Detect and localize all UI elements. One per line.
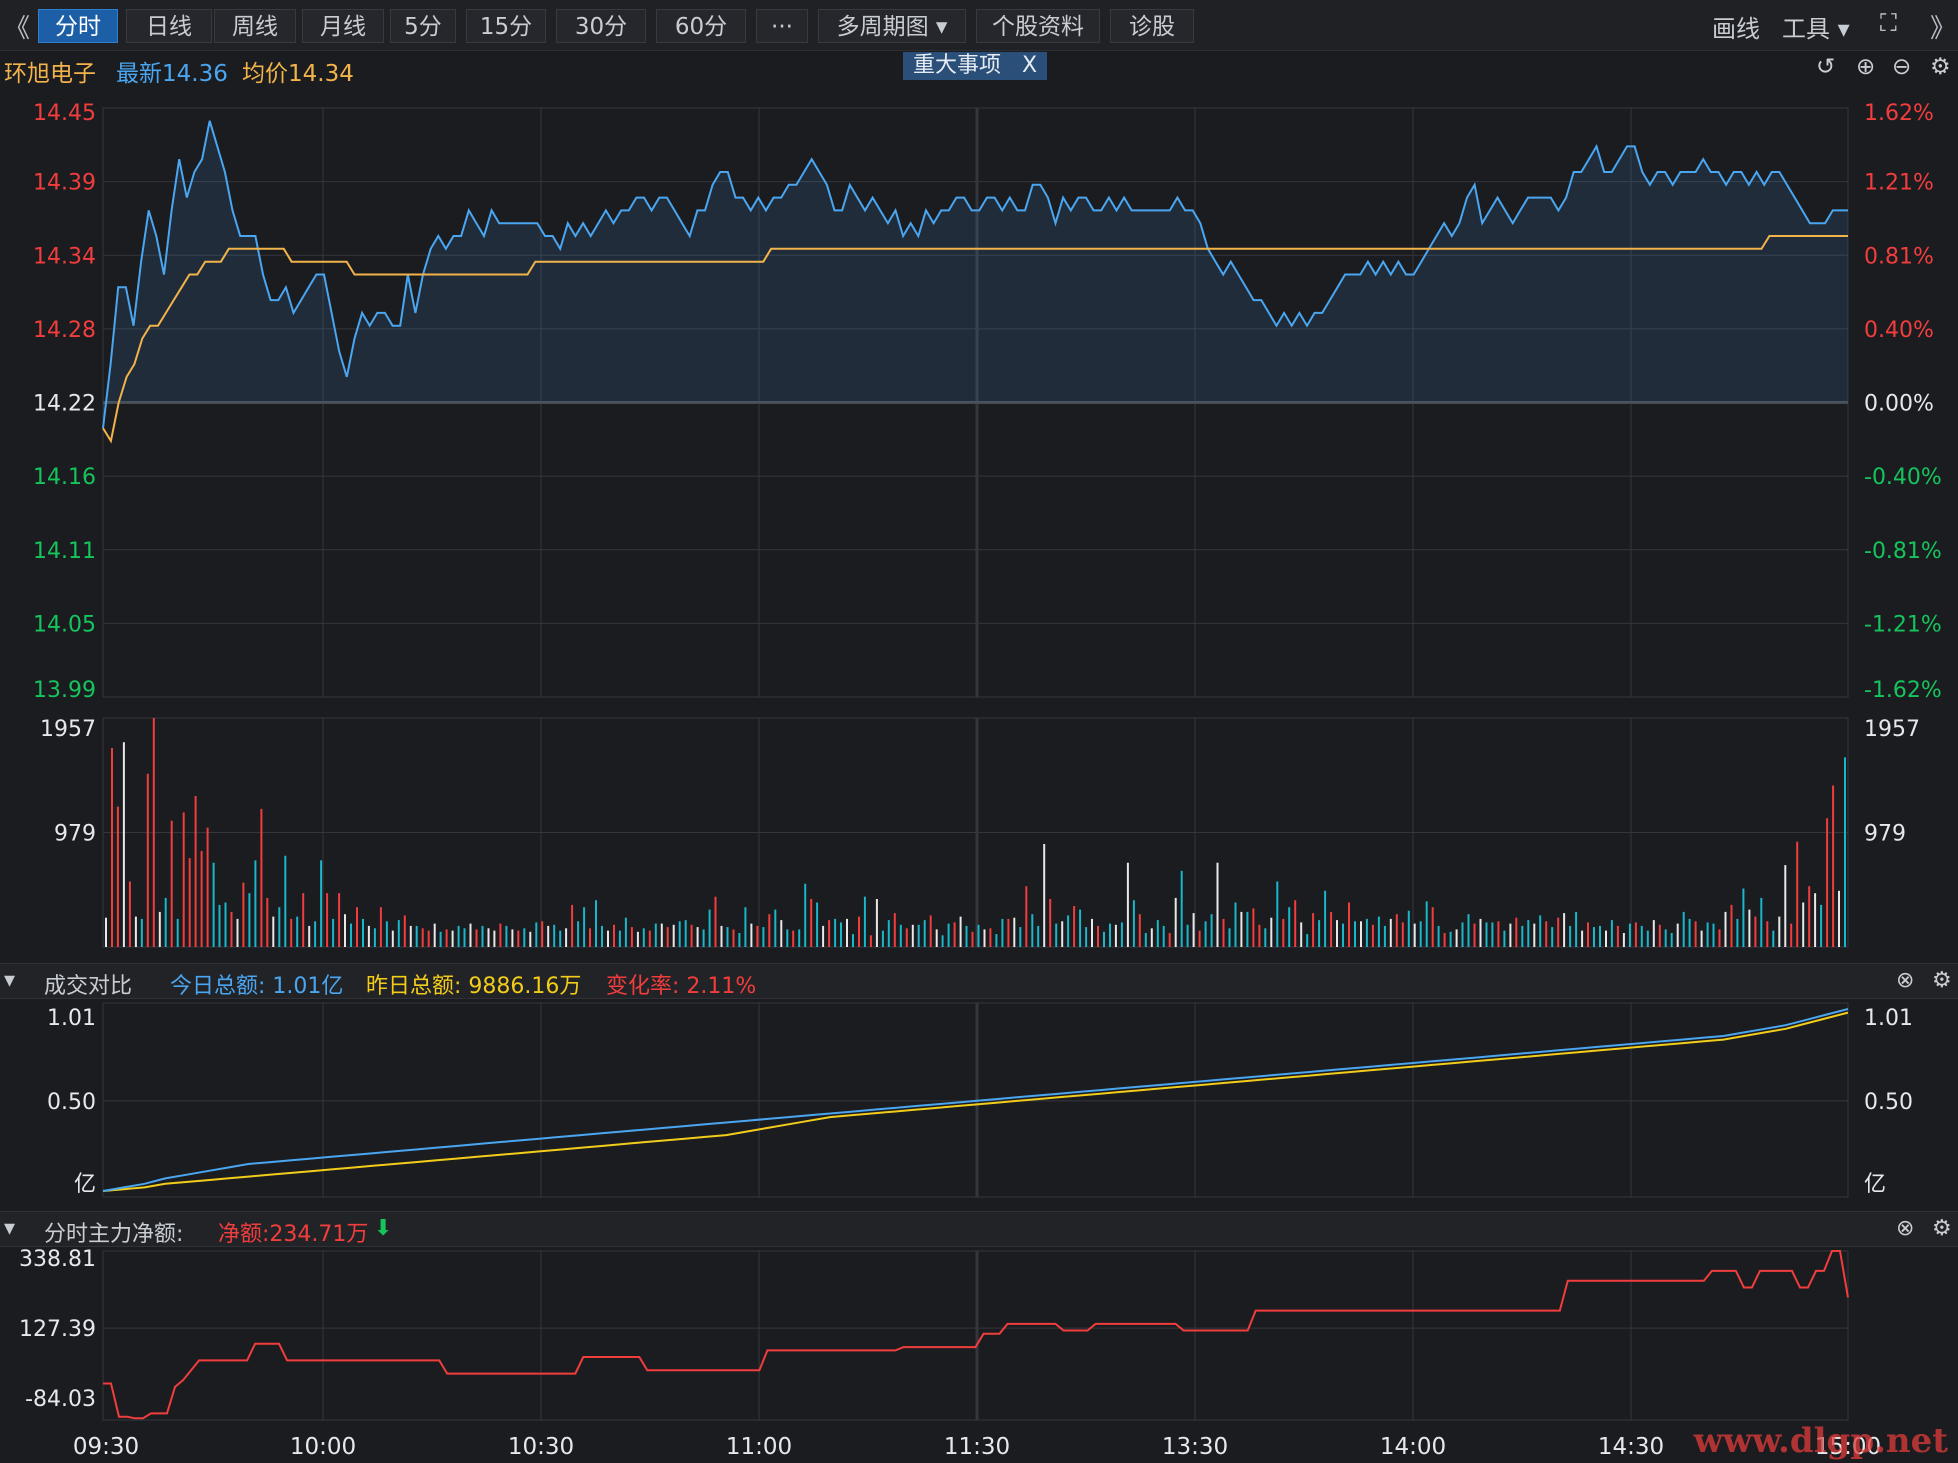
avg-price-line bbox=[102, 235, 1848, 444]
y-tick-label-left: 14.34 bbox=[33, 244, 96, 269]
y-tick-label-right: 0.81% bbox=[1864, 244, 1934, 269]
tab-1[interactable]: 日线 bbox=[126, 9, 212, 43]
net-amount: 净额:234.71万 bbox=[218, 1222, 369, 1247]
y-tick-label-left: 14.28 bbox=[33, 318, 96, 343]
x-tick-label: 14:30 bbox=[1598, 1434, 1664, 1460]
amount-tick-right: 1.01 bbox=[1864, 1006, 1913, 1031]
settings-icon[interactable]: ⚙ bbox=[1930, 54, 1951, 80]
amount-tick-right: 亿 bbox=[1864, 1172, 1886, 1197]
settings-icon[interactable]: ⚙ bbox=[1932, 968, 1952, 993]
panel-frame bbox=[102, 107, 1849, 698]
latest-price: 最新14.36 bbox=[116, 61, 228, 87]
zoom-in-icon[interactable]: ⊕ bbox=[1856, 54, 1876, 80]
amount-tick-left: 1.01 bbox=[47, 1006, 96, 1031]
panel-frame bbox=[102, 1002, 1849, 1198]
x-tick-label: 13:30 bbox=[1162, 1434, 1228, 1460]
price-line bbox=[102, 120, 1848, 429]
info-bar: 环旭电子 最新14.36 均价14.34 ↺ ⊕ ⊖ ⚙ bbox=[0, 50, 1958, 90]
y-tick-label-left: 14.05 bbox=[33, 612, 96, 637]
collapse-right-icon[interactable]: 》 bbox=[1930, 14, 1957, 44]
tab-2[interactable]: 周线 bbox=[214, 9, 296, 43]
y-tick-label-right: -1.62% bbox=[1864, 678, 1942, 703]
today-amount-line bbox=[102, 1008, 1849, 1192]
today-total: 今日总额: 1.01亿 bbox=[170, 974, 344, 999]
y-tick-label-left: 14.39 bbox=[33, 171, 96, 196]
amount-compare-title: 成交对比 bbox=[44, 974, 133, 999]
x-tick-label: 09:30 bbox=[73, 1434, 139, 1460]
collapse-left-icon[interactable]: 《 bbox=[4, 14, 31, 44]
tab-9[interactable]: 多周期图 ▾ bbox=[818, 9, 966, 43]
tab-0[interactable]: 分时 bbox=[38, 9, 118, 43]
undo-icon[interactable]: ↺ bbox=[1816, 54, 1836, 80]
y-tick-label-left: 14.11 bbox=[33, 539, 96, 564]
down-arrow-icon: ⬇ bbox=[374, 1216, 393, 1241]
tools-dropdown[interactable]: 工具 ▾ bbox=[1782, 15, 1850, 43]
main-net-title: 分时主力净额: bbox=[44, 1222, 184, 1247]
main-net-line bbox=[103, 1250, 1849, 1420]
tab-8[interactable]: ··· bbox=[756, 9, 808, 43]
y-tick-label-left: 14.16 bbox=[33, 465, 96, 490]
amount-tick-left: 亿 bbox=[74, 1172, 96, 1197]
x-tick-label: 10:30 bbox=[508, 1434, 574, 1460]
draw-line-button[interactable]: 画线 bbox=[1712, 15, 1760, 43]
close-icon[interactable]: X bbox=[1022, 53, 1038, 78]
collapse-icon[interactable]: ▾ bbox=[4, 968, 16, 993]
net-tick-left: 127.39 bbox=[19, 1317, 96, 1342]
volume-tick-right: 979 bbox=[1864, 821, 1906, 846]
net-tick-left: -84.03 bbox=[25, 1387, 96, 1412]
y-tick-label-left: 14.45 bbox=[33, 101, 96, 126]
y-tick-label-right: 1.21% bbox=[1864, 171, 1934, 196]
tab-4[interactable]: 5分 bbox=[390, 9, 456, 43]
x-tick-label: 11:00 bbox=[726, 1434, 792, 1460]
stock-name: 环旭电子 bbox=[4, 61, 96, 87]
tab-10[interactable]: 个股资料 bbox=[976, 9, 1100, 43]
yesterday-amount-line bbox=[102, 1011, 1849, 1192]
toolbar: 《 分时 日线 周线 月线 5分 15分 30分 60分 ··· 多周期图 ▾ 个股资料 诊股 画线 … bbox=[0, 0, 1958, 51]
y-tick-label-left: 13.99 bbox=[33, 678, 96, 703]
net-tick-left: 338.81 bbox=[19, 1247, 96, 1272]
fullscreen-icon[interactable]: ⛶ bbox=[1880, 9, 1897, 37]
amount-compare-header: ▾ 成交对比 今日总额: 1.01亿 昨日总额: 9886.16万 变化率: 2… bbox=[0, 963, 1958, 999]
y-tick-label-right: 1.62% bbox=[1864, 101, 1934, 126]
tab-7[interactable]: 60分 bbox=[656, 9, 746, 43]
zoom-out-icon[interactable]: ⊖ bbox=[1892, 54, 1912, 80]
y-tick-label-right: 0.40% bbox=[1864, 318, 1934, 343]
tab-11[interactable]: 诊股 bbox=[1110, 9, 1194, 43]
y-tick-label-right: -0.40% bbox=[1864, 465, 1942, 490]
tab-6[interactable]: 30分 bbox=[556, 9, 646, 43]
settings-icon[interactable]: ⚙ bbox=[1932, 1216, 1952, 1241]
close-icon[interactable]: ⊗ bbox=[1896, 1216, 1915, 1241]
panel-frame bbox=[102, 1250, 1849, 1421]
collapse-icon[interactable]: ▾ bbox=[4, 1216, 16, 1241]
amount-tick-left: 0.50 bbox=[47, 1090, 96, 1115]
x-tick-label: 10:00 bbox=[290, 1434, 356, 1460]
x-tick-label: 14:00 bbox=[1380, 1434, 1446, 1460]
tab-3[interactable]: 月线 bbox=[302, 9, 384, 43]
y-tick-label-right: 0.00% bbox=[1864, 392, 1934, 417]
y-tick-label-right: -0.81% bbox=[1864, 539, 1942, 564]
x-tick-label: 11:30 bbox=[944, 1434, 1010, 1460]
y-tick-label-left: 14.22 bbox=[33, 392, 96, 417]
major-event-label: 重大事项 bbox=[913, 53, 1002, 78]
panel-frame bbox=[102, 717, 1849, 948]
close-icon[interactable]: ⊗ bbox=[1896, 968, 1915, 993]
main-net-header: ▾ 分时主力净额: 净额:234.71万 ⬇ ⊗ ⚙ bbox=[0, 1211, 1958, 1247]
volume-tick-right: 1957 bbox=[1864, 717, 1920, 742]
price-area bbox=[103, 120, 1848, 429]
major-event-badge[interactable]: 重大事项 X bbox=[903, 52, 1048, 80]
volume-tick-left: 979 bbox=[54, 821, 96, 846]
tab-5[interactable]: 15分 bbox=[466, 9, 546, 43]
watermark: www.dlgp.net bbox=[1693, 1421, 1948, 1461]
change-rate: 变化率: 2.11% bbox=[606, 974, 757, 999]
y-tick-label-right: -1.21% bbox=[1864, 612, 1942, 637]
average-price: 均价14.34 bbox=[242, 61, 354, 87]
volume-tick-left: 1957 bbox=[40, 717, 96, 742]
yesterday-total: 昨日总额: 9886.16万 bbox=[366, 974, 582, 999]
amount-tick-right: 0.50 bbox=[1864, 1090, 1913, 1115]
